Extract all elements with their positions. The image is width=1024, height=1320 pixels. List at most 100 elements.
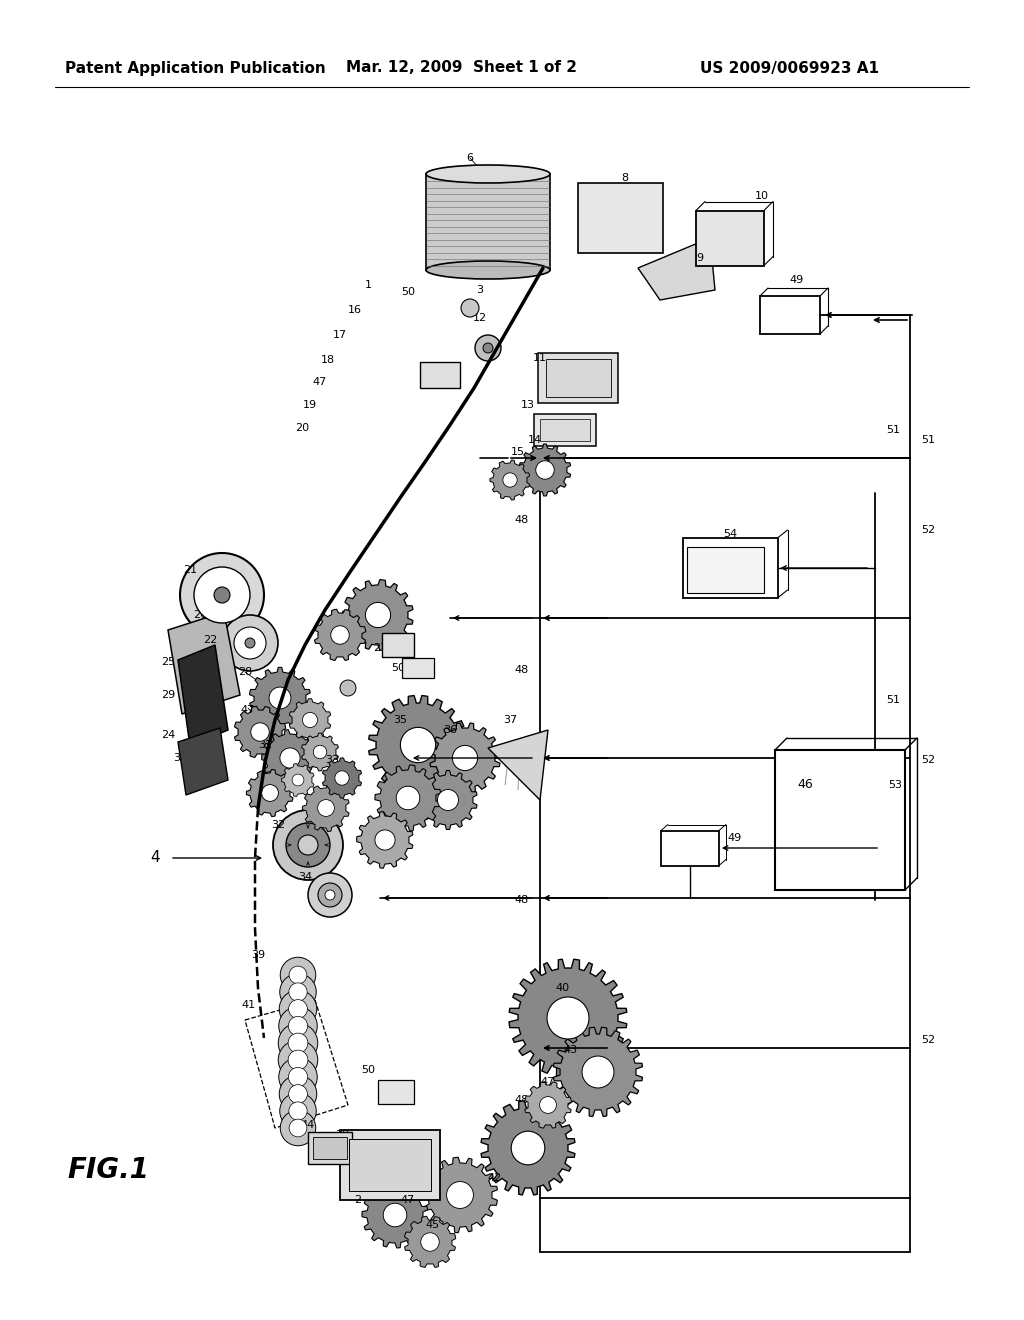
Circle shape (289, 1102, 307, 1121)
Bar (538, 352, 618, 403)
Polygon shape (638, 238, 715, 300)
Text: 9: 9 (696, 253, 703, 263)
Circle shape (453, 746, 477, 771)
Circle shape (340, 680, 356, 696)
Text: 7: 7 (436, 210, 443, 220)
Circle shape (400, 727, 435, 763)
Text: 17: 17 (333, 330, 347, 341)
Bar (308, 1133, 352, 1164)
Text: 15: 15 (511, 447, 525, 457)
Text: 57: 57 (473, 265, 487, 275)
Text: 50: 50 (391, 663, 406, 673)
Text: 14: 14 (528, 436, 542, 445)
Ellipse shape (426, 165, 550, 183)
Text: 47: 47 (541, 1077, 555, 1086)
Circle shape (280, 1093, 316, 1129)
Text: 50: 50 (361, 1065, 375, 1074)
Text: 38: 38 (335, 1130, 349, 1140)
Text: 47: 47 (241, 705, 255, 715)
Text: 29: 29 (161, 690, 175, 700)
Polygon shape (178, 645, 228, 746)
Text: 45: 45 (425, 1220, 439, 1230)
Bar (775, 750, 905, 890)
Text: 27: 27 (373, 643, 387, 653)
Text: 8: 8 (622, 173, 629, 183)
Circle shape (289, 1119, 307, 1137)
Circle shape (279, 1023, 317, 1063)
Circle shape (251, 723, 269, 742)
Text: 36: 36 (443, 725, 457, 735)
Bar (426, 174, 550, 271)
Circle shape (269, 688, 291, 709)
Circle shape (289, 983, 307, 1001)
Circle shape (279, 1040, 317, 1080)
Text: 13: 13 (521, 400, 535, 411)
Circle shape (288, 1034, 308, 1053)
Circle shape (234, 627, 266, 659)
Text: 52: 52 (921, 525, 935, 535)
Bar (760, 296, 820, 334)
Text: 43: 43 (563, 1045, 578, 1055)
Bar (420, 362, 460, 388)
Text: 19: 19 (303, 400, 317, 411)
Circle shape (536, 461, 554, 479)
Text: US 2009/0069923 A1: US 2009/0069923 A1 (700, 61, 880, 75)
Polygon shape (262, 730, 317, 787)
Polygon shape (419, 771, 477, 829)
Text: 32: 32 (271, 820, 285, 830)
Text: 48: 48 (515, 665, 529, 675)
Text: 49: 49 (728, 833, 742, 843)
Text: 12: 12 (473, 313, 487, 323)
Bar (378, 1080, 414, 1104)
Polygon shape (178, 729, 228, 795)
Circle shape (289, 999, 307, 1018)
Bar (686, 546, 764, 593)
Circle shape (302, 713, 317, 727)
Bar (578, 183, 663, 253)
Text: 53: 53 (888, 780, 902, 789)
Text: 51: 51 (886, 696, 900, 705)
Circle shape (292, 774, 304, 785)
Circle shape (331, 626, 349, 644)
Text: 37: 37 (503, 715, 517, 725)
Circle shape (317, 800, 335, 816)
Text: 31: 31 (258, 741, 272, 750)
Text: 47: 47 (313, 378, 327, 387)
Circle shape (437, 789, 459, 810)
Circle shape (446, 1181, 473, 1208)
Polygon shape (343, 579, 413, 651)
Circle shape (582, 1056, 614, 1088)
Text: Mar. 12, 2009  Sheet 1 of 2: Mar. 12, 2009 Sheet 1 of 2 (346, 61, 578, 75)
Circle shape (280, 974, 316, 1010)
Text: 26: 26 (193, 610, 207, 620)
Text: 28: 28 (238, 667, 252, 677)
Circle shape (375, 830, 395, 850)
Circle shape (475, 335, 501, 360)
Text: 52: 52 (921, 1035, 935, 1045)
Circle shape (288, 1051, 308, 1071)
Polygon shape (247, 770, 293, 817)
Polygon shape (519, 444, 570, 496)
Text: 5: 5 (441, 180, 449, 190)
Text: 51: 51 (921, 436, 935, 445)
Circle shape (289, 1085, 307, 1104)
Text: 54: 54 (723, 529, 737, 539)
Circle shape (313, 746, 327, 759)
Circle shape (335, 771, 349, 785)
Circle shape (279, 1007, 317, 1045)
Text: 22: 22 (203, 635, 217, 645)
Text: 44: 44 (301, 1119, 315, 1130)
Text: 30: 30 (173, 752, 187, 763)
Bar (340, 1130, 440, 1200)
Circle shape (280, 748, 300, 768)
Circle shape (279, 1057, 317, 1096)
Circle shape (366, 602, 390, 627)
Circle shape (289, 966, 307, 983)
Bar (534, 414, 596, 446)
Circle shape (281, 1110, 315, 1146)
Text: 48: 48 (515, 755, 529, 766)
Text: 34: 34 (298, 873, 312, 882)
Polygon shape (430, 723, 500, 793)
Bar (402, 657, 434, 678)
Polygon shape (525, 1081, 571, 1129)
